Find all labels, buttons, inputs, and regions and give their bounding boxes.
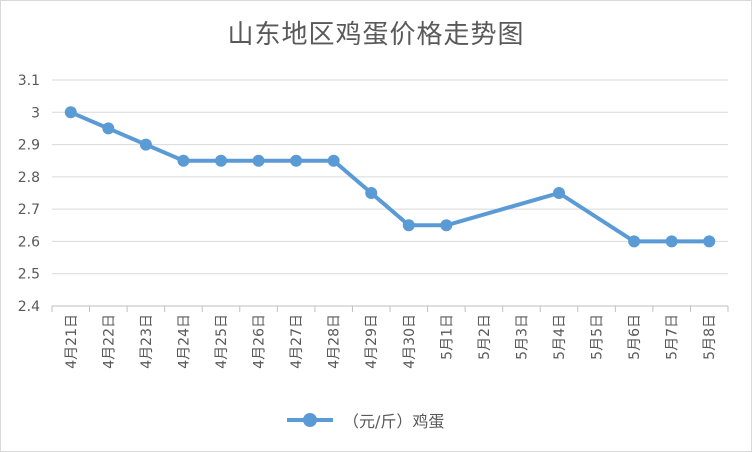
x-tick-label: 5月2日 xyxy=(477,314,493,360)
data-point xyxy=(365,187,378,199)
x-tick-label: 4月26日 xyxy=(252,314,268,369)
x-tick-label: 4月22日 xyxy=(101,314,117,369)
chart-title: 山东地区鸡蛋价格走势图 xyxy=(227,20,525,50)
data-point xyxy=(102,122,115,135)
data-point xyxy=(553,187,565,199)
series-layer xyxy=(64,106,716,248)
y-tick-label: 2.6 xyxy=(18,234,40,250)
x-tick-label: 4月29日 xyxy=(364,314,380,369)
x-axis: 4月21日 4月22日 4月23日 4月24日 4月25日 4月26日 4月27日 4月28日… xyxy=(51,305,729,369)
grid-lines xyxy=(52,79,728,275)
data-point xyxy=(628,235,641,248)
x-tick-label: 4月27日 xyxy=(289,314,305,369)
y-tick-label: 2.8 xyxy=(18,170,40,186)
x-tick-label: 5月7日 xyxy=(665,314,681,360)
data-point xyxy=(440,219,453,232)
data-point xyxy=(402,219,415,232)
x-tick-label: 4月30日 xyxy=(402,314,418,369)
data-point xyxy=(327,154,340,167)
x-tick-label: 4月23日 xyxy=(139,314,155,369)
data-point xyxy=(252,154,265,167)
y-tick-label: 3.1 xyxy=(18,73,40,89)
y-tick-label: 2.4 xyxy=(18,299,40,315)
x-tick-label: 4月24日 xyxy=(176,314,192,369)
data-point xyxy=(215,154,227,167)
data-point xyxy=(177,154,190,167)
data-point xyxy=(703,235,716,248)
y-tick-label: 2.9 xyxy=(18,138,40,154)
x-tick-label: 4月28日 xyxy=(327,314,343,369)
x-tick-label: 5月8日 xyxy=(702,314,718,360)
y-tick-label: 3 xyxy=(31,105,40,121)
x-tick-label: 5月3日 xyxy=(514,314,530,360)
data-point xyxy=(64,106,77,119)
y-tick-label: 2.5 xyxy=(18,267,40,283)
x-tick-label: 5月5日 xyxy=(590,314,606,360)
x-tick-label: 4月25日 xyxy=(214,314,230,369)
data-point xyxy=(290,154,303,167)
x-tick-label: 5月6日 xyxy=(627,314,643,360)
y-axis: 3.1 3 2.9 2.8 2.7 2.6 2.5 2.4 xyxy=(18,73,40,315)
legend-swatch xyxy=(287,413,333,427)
x-tick-label: 5月4日 xyxy=(552,314,568,360)
x-tick-label: 4月21日 xyxy=(64,314,80,369)
legend-label: （元/斤）鸡蛋 xyxy=(343,412,445,431)
data-point xyxy=(665,235,678,248)
data-point xyxy=(139,138,152,151)
x-tick-label: 5月1日 xyxy=(439,314,455,360)
legend: （元/斤）鸡蛋 xyxy=(287,406,444,434)
y-tick-label: 2.7 xyxy=(18,202,40,218)
